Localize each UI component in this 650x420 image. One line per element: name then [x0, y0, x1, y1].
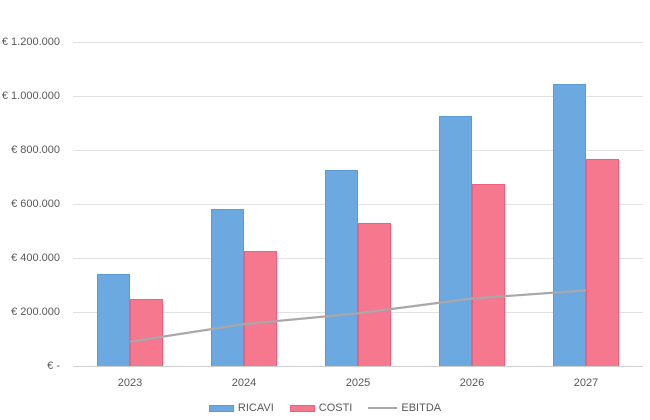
y-axis-tick-label: € 200.000 — [11, 306, 60, 318]
x-axis-label: 2023 — [117, 377, 143, 389]
y-axis-tick-label: € 400.000 — [11, 252, 60, 264]
bar-ricavi-2026 — [439, 116, 472, 366]
y-axis-tick-label: € 800.000 — [11, 144, 60, 156]
x-axis-label: 2024 — [231, 377, 257, 389]
bar-ricavi-2024 — [211, 209, 244, 366]
legend-swatch-ebitda-line-icon — [368, 406, 398, 410]
gridline — [73, 150, 643, 151]
y-axis-tick-label: € 1.200.000 — [1, 36, 60, 48]
legend-item-ricavi: RICAVI — [208, 401, 274, 415]
bar-ricavi-2023 — [97, 274, 130, 366]
x-axis-line — [73, 366, 643, 367]
legend-label-costi: COSTI — [318, 402, 353, 414]
gridline — [73, 204, 643, 205]
gridline — [73, 42, 643, 43]
legend: RICAVI COSTI EBITDA — [0, 399, 650, 417]
legend-swatch-costi-square-icon — [289, 404, 315, 412]
bar-ricavi-2027 — [553, 83, 586, 366]
bar-ricavi-2025 — [325, 170, 358, 366]
legend-item-ebitda: EBITDA — [368, 401, 441, 415]
legend-item-costi: COSTI — [289, 401, 353, 415]
legend-label-ricavi: RICAVI — [237, 402, 274, 414]
bar-costi-2023 — [130, 298, 163, 366]
legend-label-ebitda: EBITDA — [401, 402, 442, 414]
legend-swatch-ricavi-square-icon — [208, 404, 234, 412]
x-axis-label: 2025 — [345, 377, 371, 389]
y-axis-tick-label: € - — [47, 360, 60, 372]
bar-costi-2027 — [586, 159, 619, 366]
bar-costi-2025 — [358, 222, 391, 366]
bar-costi-2026 — [472, 183, 505, 366]
x-axis-label: 2026 — [459, 377, 485, 389]
gridline — [73, 96, 643, 97]
y-axis-tick-label: € 1.000.000 — [1, 90, 60, 102]
x-axis-label: 2027 — [573, 377, 599, 389]
y-axis-tick-label: € 600.000 — [11, 198, 60, 210]
bar-costi-2024 — [244, 251, 277, 366]
